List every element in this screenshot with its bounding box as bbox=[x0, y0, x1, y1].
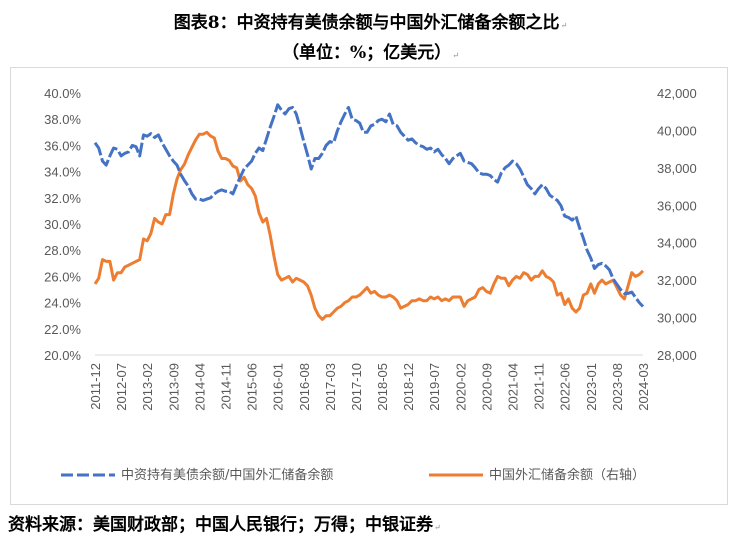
legend-label-reserves: 中国外汇储备余额（右轴） bbox=[489, 467, 645, 483]
x-tick-label: 2016-08 bbox=[297, 363, 312, 411]
x-tick-label: 2014-11 bbox=[218, 363, 233, 410]
y-left-tick-label: 40.0% bbox=[44, 86, 81, 101]
x-tick-label: 2018-05 bbox=[375, 363, 390, 411]
y-left-tick-label: 26.0% bbox=[44, 269, 81, 284]
y-left-tick-label: 32.0% bbox=[44, 191, 81, 206]
chart-title-line2: （单位：%；亿美元）↵ bbox=[282, 43, 459, 63]
x-tick-label: 2023-01 bbox=[584, 363, 599, 411]
y-left-tick-label: 36.0% bbox=[44, 138, 81, 153]
source-note: 资料来源：美国财政部；中国人民银行；万得；中银证券↵ bbox=[8, 515, 441, 535]
chart-frame: 20.0% 22.0% 24.0% 26.0% 28.0% 30.0% 32.0% 34.0%… bbox=[10, 67, 728, 505]
y-right-tick-label: 38,000 bbox=[657, 161, 697, 176]
series-line-reserves bbox=[93, 130, 645, 321]
y-right-tick-label: 40,000 bbox=[657, 123, 697, 138]
y-left-tick-label: 20.0% bbox=[44, 348, 81, 363]
x-tick-label: 2012-07 bbox=[114, 363, 129, 411]
x-tick-label: 2015-06 bbox=[245, 363, 260, 411]
y-right-tick-label: 34,000 bbox=[657, 236, 697, 251]
x-tick-label: 2013-09 bbox=[166, 363, 181, 411]
x-tick-label: 2020-09 bbox=[479, 363, 494, 411]
y-right-tick-label: 42,000 bbox=[657, 86, 697, 101]
y-left-tick-label: 28.0% bbox=[44, 243, 81, 258]
x-tick-label: 2016-01 bbox=[271, 363, 286, 411]
y-right-tick-label: 30,000 bbox=[657, 311, 697, 326]
chart-svg: 20.0% 22.0% 24.0% 26.0% 28.0% 30.0% 32.0% 34.0%… bbox=[44, 86, 697, 483]
x-tick-label: 2023-08 bbox=[610, 363, 625, 411]
x-tick-label: 2018-12 bbox=[401, 363, 416, 411]
x-tick-label: 2014-04 bbox=[192, 363, 207, 411]
chart-title-line1: 图表8：中资持有美债余额与中国外汇储备余额之比↵ bbox=[173, 13, 568, 33]
x-tick-label: 2024-03 bbox=[636, 363, 651, 411]
x-tick-label: 2017-10 bbox=[349, 363, 364, 411]
x-tick-label: 2020-02 bbox=[453, 363, 468, 411]
x-tick-label: 2017-03 bbox=[323, 363, 338, 411]
x-tick-label: 2022-06 bbox=[558, 363, 573, 411]
x-tick-label: 2019-07 bbox=[427, 363, 442, 411]
x-tick-label: 2021-04 bbox=[506, 363, 521, 411]
y-left-tick-label: 38.0% bbox=[44, 112, 81, 127]
y-left-tick-label: 24.0% bbox=[44, 296, 81, 311]
series-line-ratio bbox=[93, 103, 645, 308]
y-left-tick-label: 30.0% bbox=[44, 217, 81, 232]
y-right-tick-label: 28,000 bbox=[657, 348, 697, 363]
x-tick-label: 2021-11 bbox=[532, 363, 547, 410]
y-right-tick-label: 32,000 bbox=[657, 273, 697, 288]
legend-label-ratio: 中资持有美债余额/中国外汇储备余额 bbox=[121, 467, 333, 483]
x-tick-label: 2013-02 bbox=[140, 363, 155, 411]
y-left-tick-label: 22.0% bbox=[44, 322, 81, 337]
y-right-tick-label: 36,000 bbox=[657, 198, 697, 213]
x-tick-label: 2011-12 bbox=[88, 363, 103, 410]
y-left-tick-label: 34.0% bbox=[44, 165, 81, 180]
